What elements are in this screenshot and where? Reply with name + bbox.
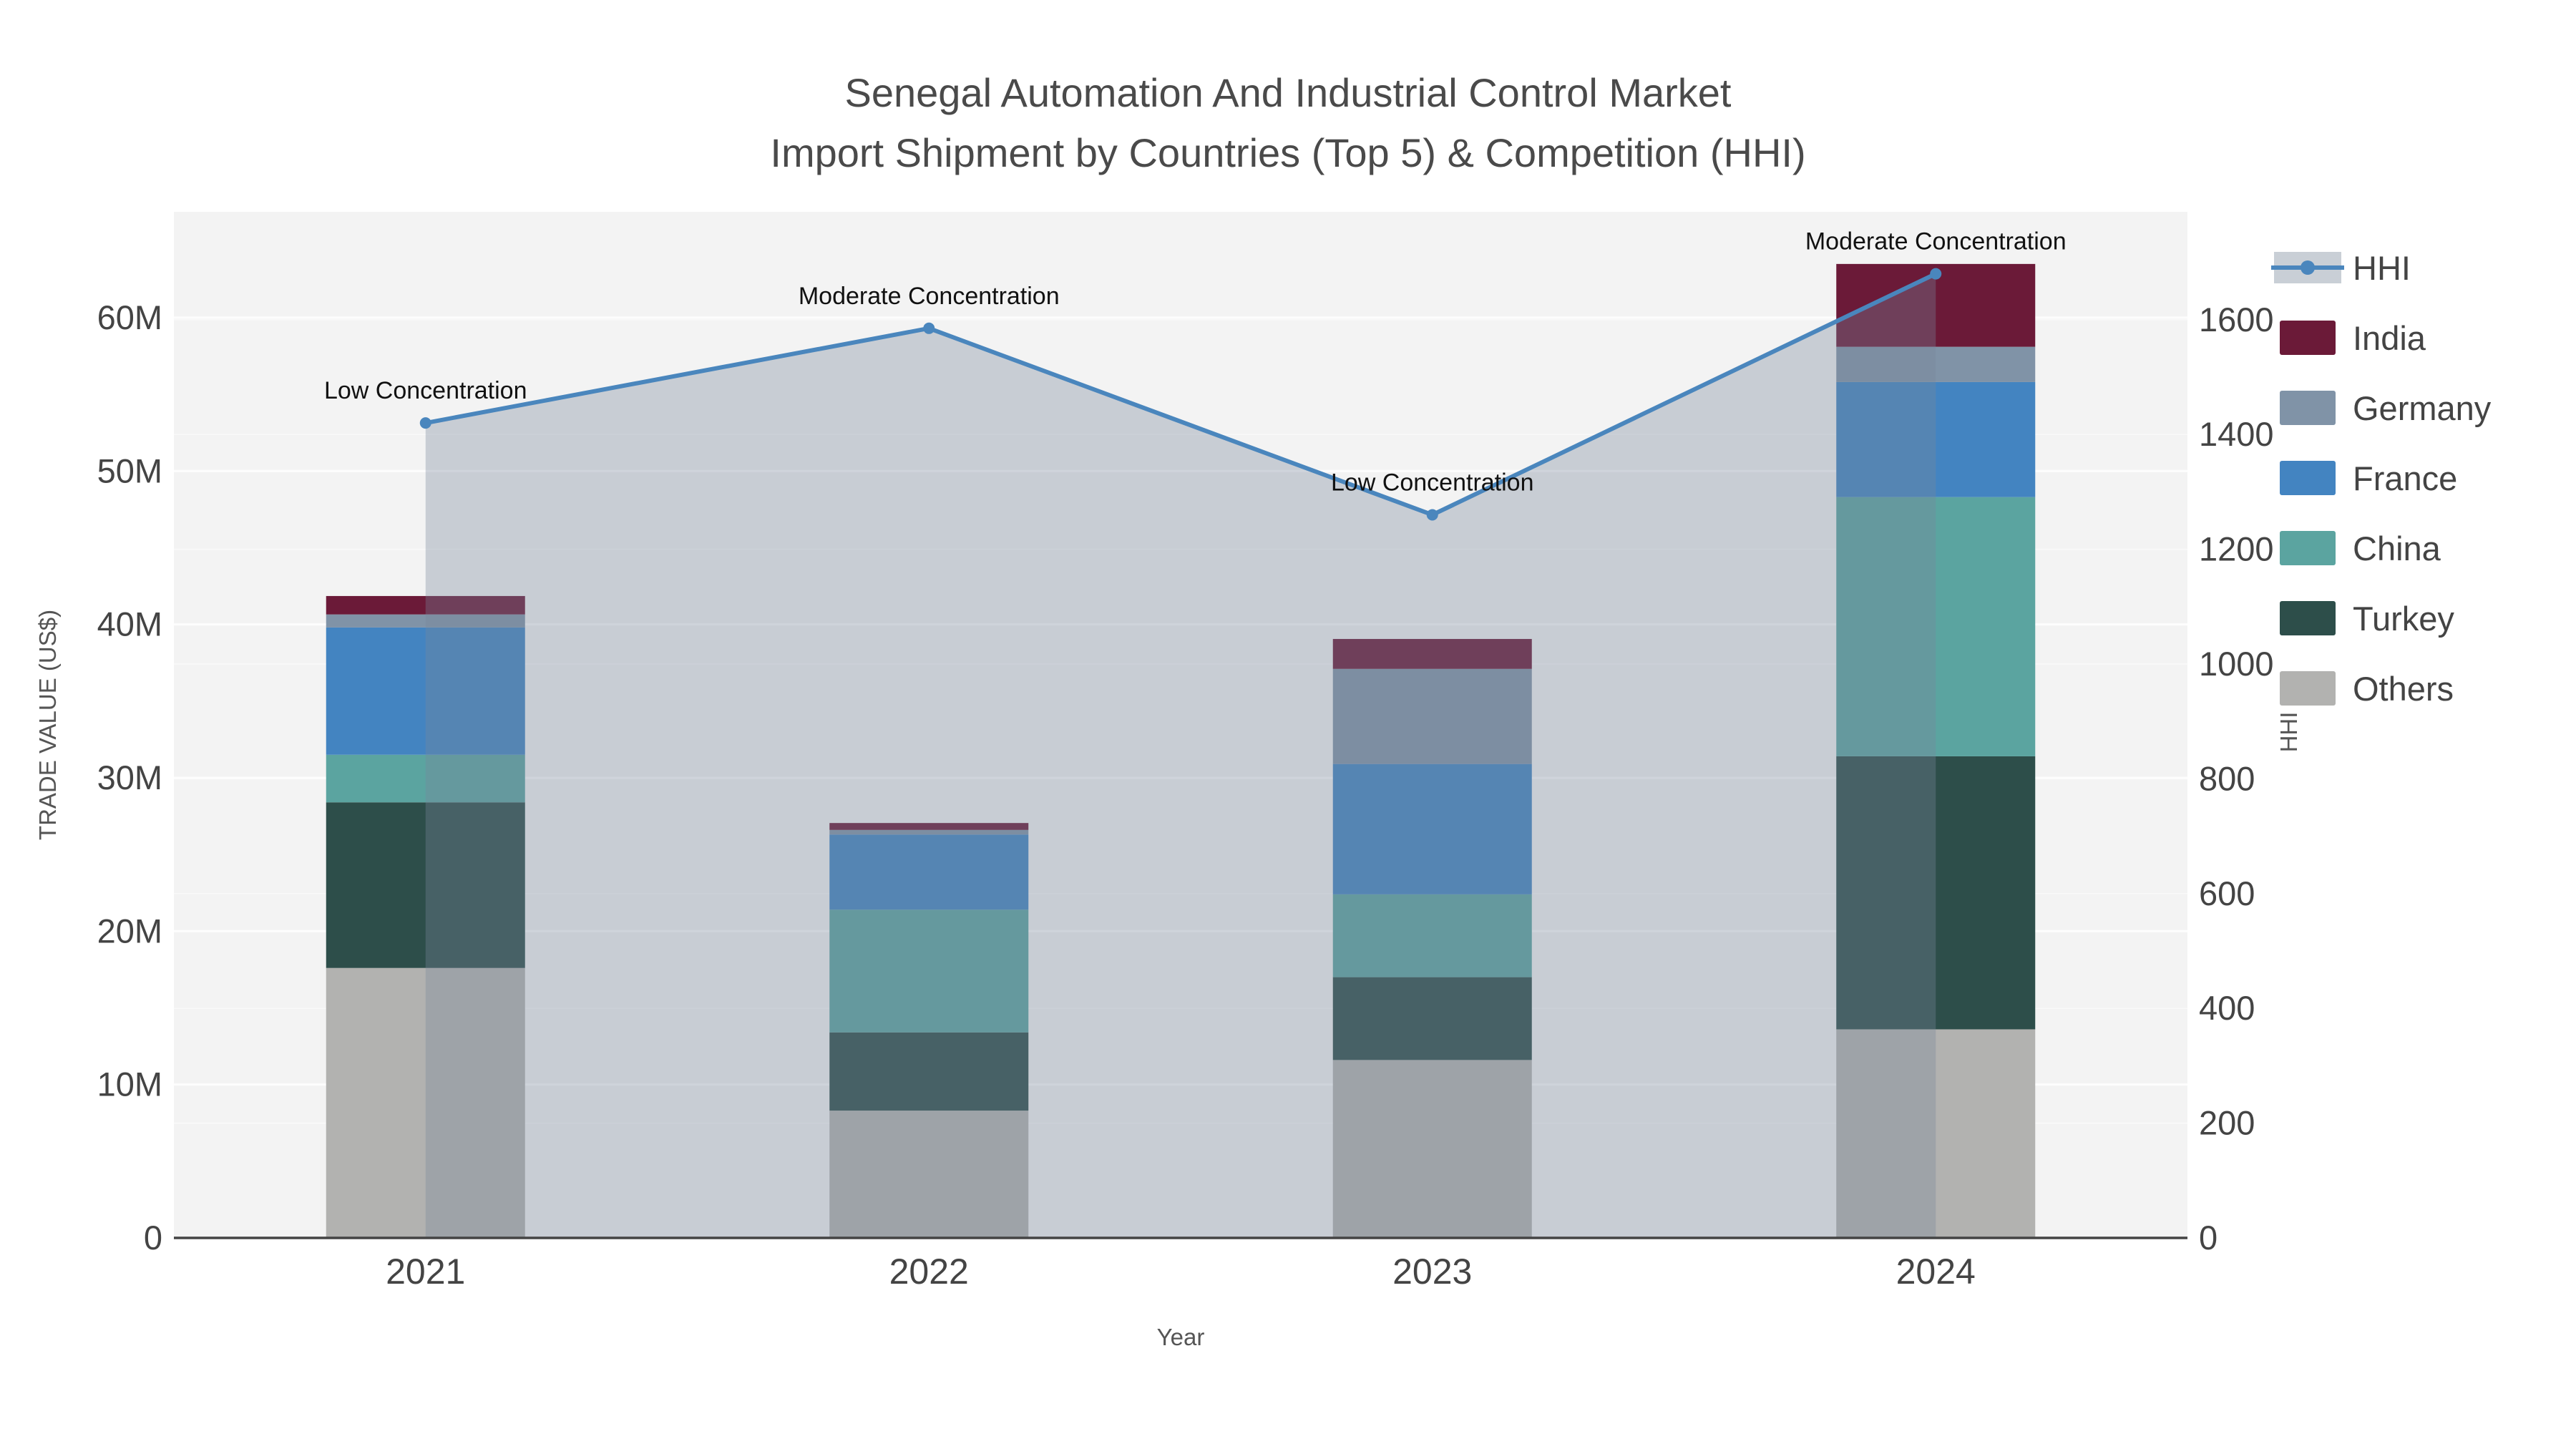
bar-segment-france-2021[interactable]	[326, 627, 525, 755]
legend-label-india: India	[2353, 319, 2426, 357]
bar-segment-china-2023[interactable]	[1332, 894, 1532, 977]
legend-label-others: Others	[2353, 670, 2454, 708]
legend-item-china[interactable]: China	[2280, 530, 2441, 567]
hhi-marker-2021[interactable]	[419, 417, 431, 429]
legend-item-germany[interactable]: Germany	[2280, 389, 2492, 427]
legend-item-turkey[interactable]: Turkey	[2280, 600, 2454, 638]
legend-item-hhi[interactable]: HHI	[2271, 249, 2411, 287]
y-left-tick-60M: 60M	[97, 298, 162, 336]
legend-swatch-turkey	[2280, 601, 2336, 635]
chart-title: Senegal Automation And Industrial Contro…	[0, 63, 2576, 183]
legend-swatch-germany	[2280, 391, 2336, 425]
legend-label-turkey: Turkey	[2353, 600, 2454, 638]
hhi-marker-2024[interactable]	[1930, 268, 1942, 280]
x-axis-title: Year	[1157, 1324, 1205, 1350]
bar-segment-turkey-2023[interactable]	[1332, 977, 1532, 1060]
bar-segment-china-2022[interactable]	[829, 909, 1029, 1033]
annotation-2022: Moderate Concentration	[799, 283, 1060, 310]
y-left-tick-50M: 50M	[97, 452, 162, 489]
bar-segment-others-2022[interactable]	[829, 1111, 1029, 1238]
legend-label-china: China	[2353, 530, 2441, 567]
bar-segment-turkey-2022[interactable]	[829, 1032, 1029, 1111]
y-left-tick-0: 0	[144, 1219, 162, 1257]
y-right-tick-1200: 1200	[2199, 530, 2274, 568]
bar-segment-germany-2021[interactable]	[326, 614, 525, 628]
bar-segment-germany-2022[interactable]	[829, 829, 1029, 835]
y-right-axis-title: HHI	[2275, 712, 2302, 753]
y-right-tick-0: 0	[2199, 1219, 2218, 1257]
legend-item-india[interactable]: India	[2280, 319, 2426, 357]
legend-hhi-marker-icon	[2301, 260, 2315, 275]
y-right-tick-800: 800	[2199, 759, 2255, 797]
y-right-tick-1000: 1000	[2199, 645, 2274, 683]
bar-segment-germany-2024[interactable]	[1836, 346, 2036, 382]
y-right-tick-1400: 1400	[2199, 415, 2274, 453]
legend-label-hhi: HHI	[2353, 249, 2411, 287]
bar-segment-france-2024[interactable]	[1836, 381, 2036, 497]
y-left-axis-title: TRADE VALUE (US$)	[34, 610, 61, 840]
bar-segment-india-2022[interactable]	[829, 823, 1029, 830]
legend-label-france: France	[2353, 459, 2457, 497]
hhi-area-fill	[425, 273, 1936, 1239]
y-left-tick-20M: 20M	[97, 912, 162, 950]
x-tick-2022[interactable]: 2022	[889, 1252, 969, 1292]
annotation-2021: Low Concentration	[324, 377, 527, 404]
x-tick-2021[interactable]: 2021	[386, 1252, 465, 1292]
y-right-tick-200: 200	[2199, 1104, 2255, 1142]
hhi-marker-2023[interactable]	[1426, 509, 1438, 521]
y-right-tick-1600: 1600	[2199, 301, 2274, 338]
bar-segment-france-2022[interactable]	[829, 834, 1029, 910]
y-left-tick-40M: 40M	[97, 605, 162, 643]
annotation-2024: Moderate Concentration	[1805, 228, 2067, 255]
chart-title-line2: Import Shipment by Countries (Top 5) & C…	[770, 130, 1806, 175]
legend-swatch-china	[2280, 531, 2336, 565]
hhi-line	[425, 271, 1937, 517]
legend-swatch-france	[2280, 461, 2336, 495]
legend-swatch-others	[2280, 671, 2336, 706]
x-tick-2023[interactable]: 2023	[1392, 1252, 1472, 1292]
legend-item-others[interactable]: Others	[2280, 670, 2454, 708]
y-right-tick-600: 600	[2199, 874, 2255, 912]
bar-segment-china-2021[interactable]	[326, 754, 525, 803]
bar-segment-germany-2023[interactable]	[1332, 668, 1532, 764]
x-tick-2024[interactable]: 2024	[1896, 1252, 1976, 1292]
bar-segment-china-2024[interactable]	[1836, 497, 2036, 756]
bar-segment-others-2021[interactable]	[326, 967, 525, 1238]
bar-segment-turkey-2021[interactable]	[326, 802, 525, 968]
y-left-tick-30M: 30M	[97, 758, 162, 796]
bar-segment-others-2023[interactable]	[1332, 1060, 1532, 1238]
legend-item-france[interactable]: France	[2280, 459, 2457, 497]
bar-segment-france-2023[interactable]	[1332, 763, 1532, 894]
bar-segment-others-2024[interactable]	[1836, 1029, 2036, 1238]
bar-segment-india-2023[interactable]	[1332, 638, 1532, 669]
y-left-tick-10M: 10M	[97, 1065, 162, 1103]
bar-segment-turkey-2024[interactable]	[1836, 756, 2036, 1030]
chart-title-line1: Senegal Automation And Industrial Contro…	[844, 70, 1732, 115]
hhi-marker-2022[interactable]	[923, 322, 935, 334]
legend-label-germany: Germany	[2353, 389, 2492, 427]
y-right-tick-400: 400	[2199, 989, 2255, 1027]
annotation-2023: Low Concentration	[1331, 469, 1534, 496]
legend-swatch-india	[2280, 321, 2336, 355]
bar-segment-india-2021[interactable]	[326, 595, 525, 615]
